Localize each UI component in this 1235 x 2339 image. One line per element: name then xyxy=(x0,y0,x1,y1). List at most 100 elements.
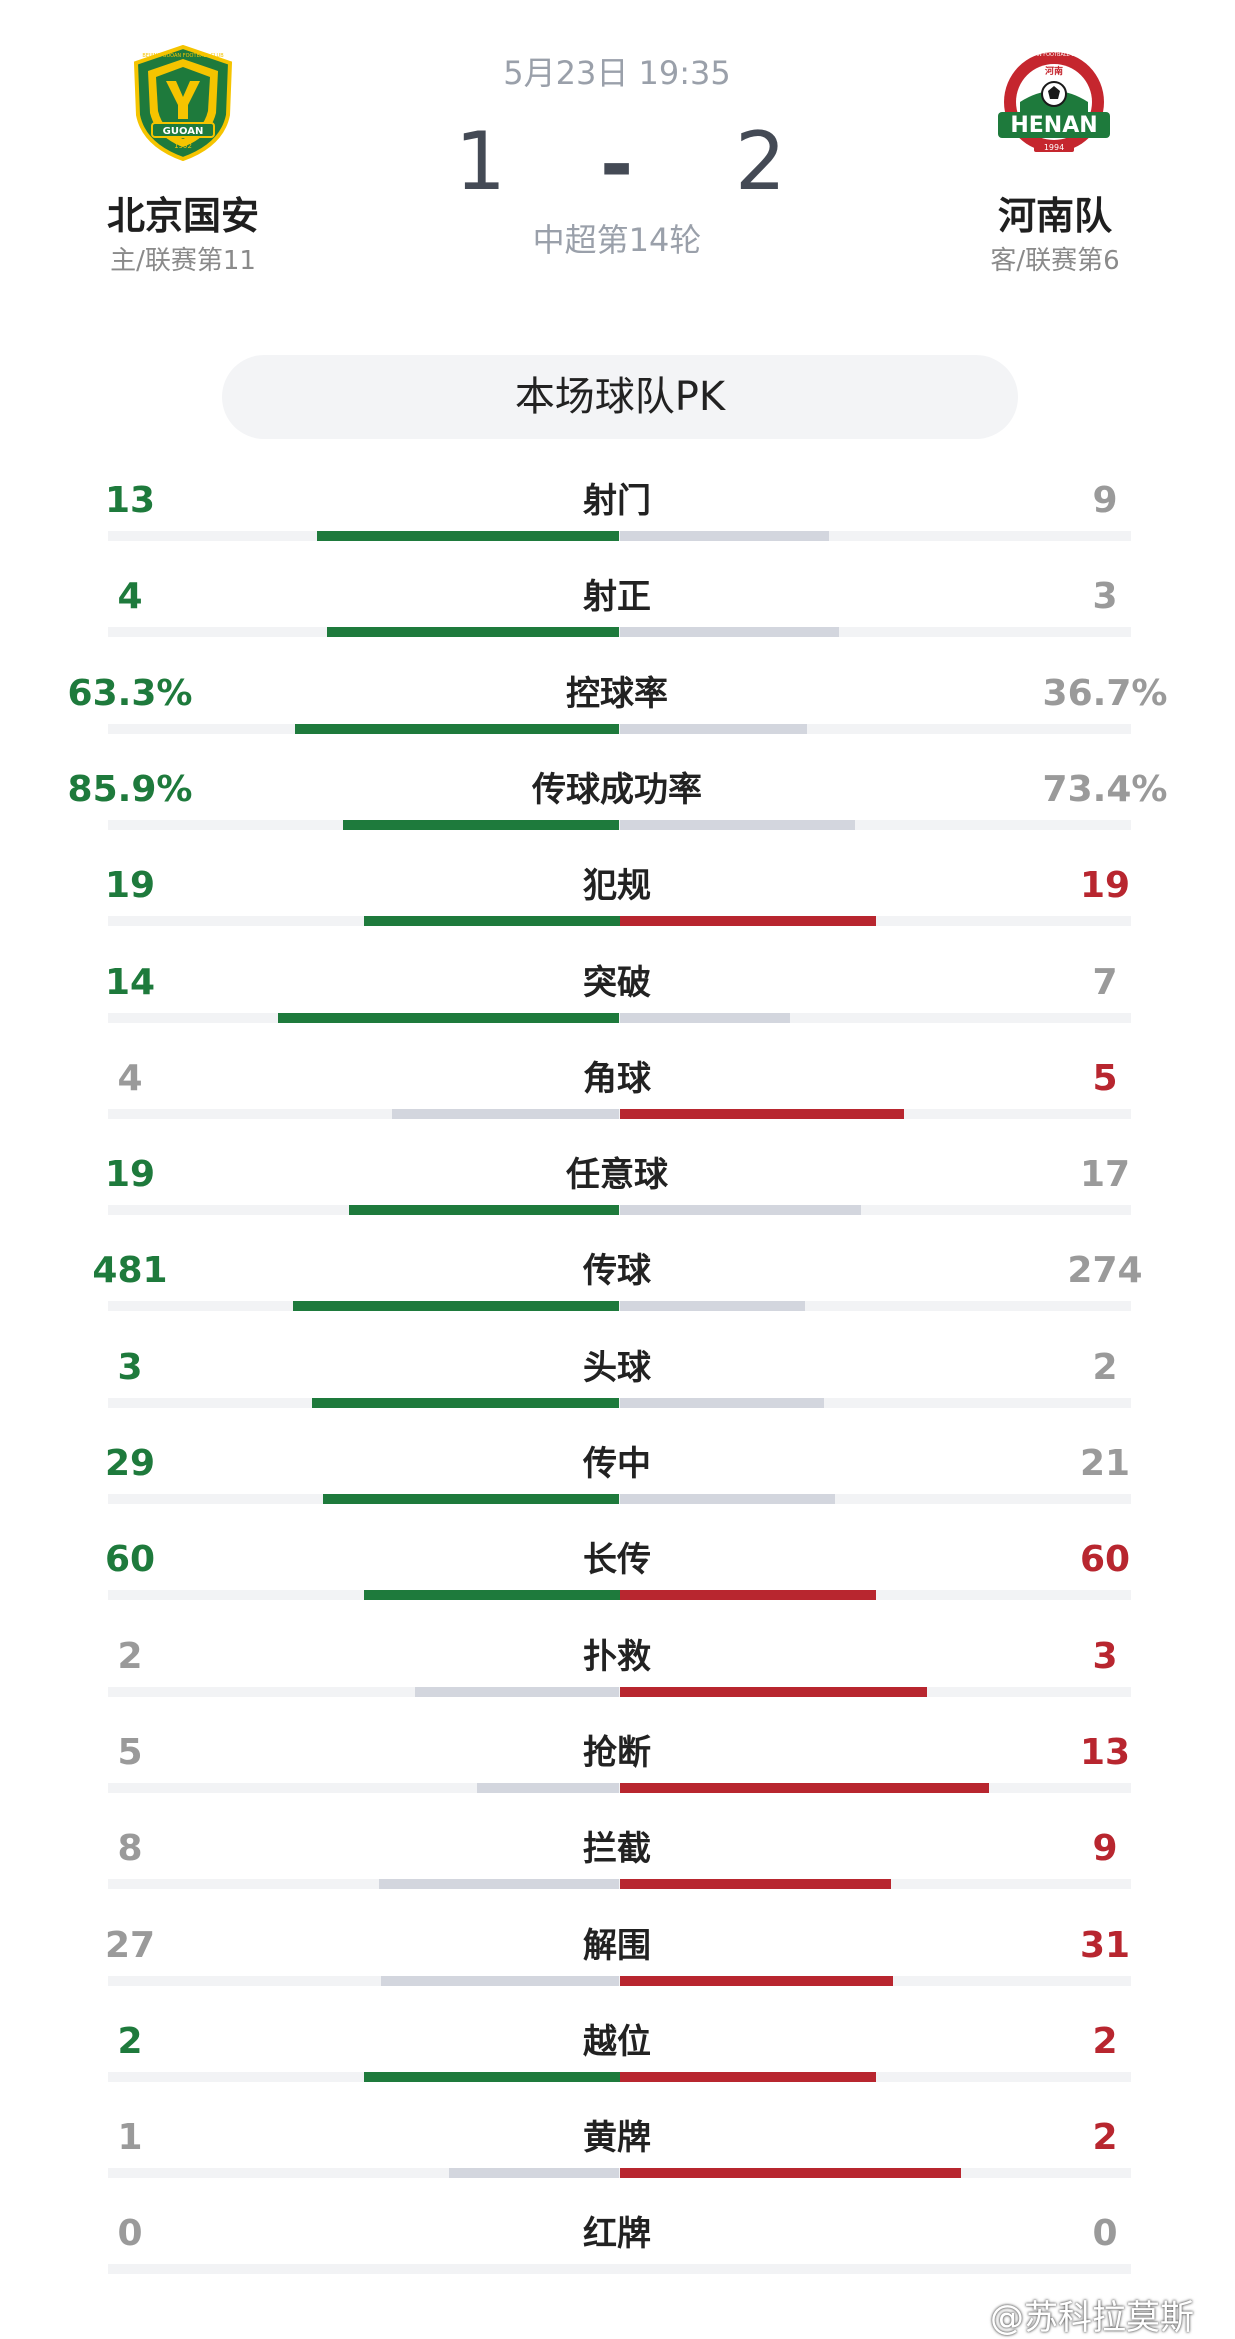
stat-label: 控球率 xyxy=(566,674,668,714)
away-stat-value: 5 xyxy=(1092,1058,1118,1099)
home-stat-value: 2 xyxy=(117,1636,143,1677)
home-stat-value: 3 xyxy=(117,1347,143,1388)
stat-label: 长传 xyxy=(583,1540,651,1580)
match-header: GUOAN 1992 BEIJING GUOAN FOOTBALL CLUB 北… xyxy=(0,0,1235,300)
stat-label: 角球 xyxy=(583,1059,651,1099)
home-stat-bar xyxy=(414,1687,620,1697)
match-round: 中超第14轮 xyxy=(532,221,702,259)
home-stat-value: 19 xyxy=(104,1154,156,1195)
home-stat-value: 85.9% xyxy=(67,769,193,810)
away-stat-bar xyxy=(619,1013,791,1023)
stat-label: 黄牌 xyxy=(583,2118,651,2158)
stat-row: 4 射正 3 xyxy=(0,574,1235,670)
home-stat-value: 19 xyxy=(104,865,156,906)
stat-row: 29 传中 21 xyxy=(0,1441,1235,1537)
away-stat-value: 21 xyxy=(1079,1443,1131,1484)
svg-text:HENAN: HENAN xyxy=(1010,113,1097,138)
home-score: 1 xyxy=(455,115,506,208)
stat-label: 传中 xyxy=(583,1444,651,1484)
stat-row: 13 射门 9 xyxy=(0,478,1235,574)
svg-text:BEIJING GUOAN FOOTBALL CLUB: BEIJING GUOAN FOOTBALL CLUB xyxy=(142,53,224,59)
stat-row: 3 头球 2 xyxy=(0,1345,1235,1441)
watermark: @苏科拉莫斯 xyxy=(990,2298,1194,2338)
stat-label: 红牌 xyxy=(583,2214,651,2254)
stat-label: 射正 xyxy=(583,577,651,617)
away-stat-bar xyxy=(619,1301,806,1311)
away-stat-bar xyxy=(619,820,856,830)
away-stat-bar xyxy=(619,916,876,926)
away-stat-value: 0 xyxy=(1092,2213,1118,2254)
home-stat-value: 63.3% xyxy=(67,673,193,714)
stat-row: 19 犯规 19 xyxy=(0,863,1235,959)
home-stat-bar xyxy=(326,627,620,637)
stat-label: 抢断 xyxy=(583,1733,651,1773)
away-stat-value: 2 xyxy=(1092,2021,1118,2062)
home-stat-value: 29 xyxy=(104,1443,156,1484)
away-stat-bar xyxy=(619,1109,904,1119)
stat-row: 2 越位 2 xyxy=(0,2019,1235,2115)
away-stat-bar xyxy=(619,1783,990,1793)
away-score: 2 xyxy=(735,115,786,208)
team-pk-title: 本场球队PK xyxy=(222,355,1018,439)
away-stat-bar xyxy=(619,531,829,541)
home-stat-bar xyxy=(312,1398,620,1408)
home-team-name[interactable]: 北京国安 xyxy=(106,194,259,238)
home-stat-bar xyxy=(343,820,620,830)
away-stat-value: 73.4% xyxy=(1042,769,1168,810)
away-stat-bar xyxy=(619,1494,835,1504)
stat-label: 突破 xyxy=(583,963,651,1003)
away-stat-value: 13 xyxy=(1079,1732,1131,1773)
svg-text:河南: 河南 xyxy=(1045,65,1063,77)
away-stat-value: 9 xyxy=(1092,480,1118,521)
home-stat-value: 481 xyxy=(92,1250,168,1291)
away-stat-value: 274 xyxy=(1067,1250,1143,1291)
stat-row: 481 传球 274 xyxy=(0,1248,1235,1344)
svg-text:GUOAN: GUOAN xyxy=(163,126,204,137)
away-stat-bar xyxy=(619,1879,891,1889)
svg-text:HENAN FOOTBALL CLUB: HENAN FOOTBALL CLUB xyxy=(1024,52,1085,58)
stat-label: 传球成功率 xyxy=(532,770,702,810)
away-stat-value: 36.7% xyxy=(1042,673,1168,714)
away-stat-value: 9 xyxy=(1092,1828,1118,1869)
stat-label: 射门 xyxy=(583,481,651,521)
home-stat-bar xyxy=(363,2072,620,2082)
stat-label: 越位 xyxy=(583,2022,651,2062)
away-stat-bar xyxy=(619,1205,862,1215)
home-stat-value: 4 xyxy=(117,1058,143,1099)
stat-row: 5 抢断 13 xyxy=(0,1730,1235,1826)
away-stat-value: 3 xyxy=(1092,1636,1118,1677)
home-stat-value: 0 xyxy=(117,2213,143,2254)
away-stat-bar xyxy=(619,1687,927,1697)
stat-row: 0 红牌 0 xyxy=(0,2211,1235,2307)
stat-row: 27 解围 31 xyxy=(0,1923,1235,2019)
home-stat-bar xyxy=(295,724,620,734)
home-stat-bar xyxy=(316,531,620,541)
stat-label: 任意球 xyxy=(566,1155,668,1195)
henan-logo[interactable]: 河南 HENAN FOOTBALL CLUB HENAN 1994 xyxy=(996,50,1112,160)
score-separator: - xyxy=(600,118,634,211)
away-stat-value: 19 xyxy=(1079,865,1131,906)
home-stat-bar xyxy=(391,1109,620,1119)
svg-text:1994: 1994 xyxy=(1044,143,1064,152)
away-stat-bar xyxy=(619,1398,825,1408)
beijing-guoan-logo[interactable]: GUOAN 1992 BEIJING GUOAN FOOTBALL CLUB xyxy=(130,44,236,162)
away-stat-bar xyxy=(619,2168,961,2178)
away-team-name[interactable]: 河南队 xyxy=(997,194,1112,238)
home-stat-value: 60 xyxy=(104,1539,156,1580)
stat-label: 头球 xyxy=(583,1348,651,1388)
away-stat-bar xyxy=(619,627,839,637)
stat-row: 19 任意球 17 xyxy=(0,1152,1235,1248)
home-stat-value: 13 xyxy=(104,480,156,521)
away-stat-value: 7 xyxy=(1092,962,1118,1003)
away-stat-value: 2 xyxy=(1092,2117,1118,2158)
home-stat-bar xyxy=(378,1879,620,1889)
home-stat-bar xyxy=(477,1783,620,1793)
home-stat-value: 14 xyxy=(104,962,156,1003)
away-stat-value: 17 xyxy=(1079,1154,1131,1195)
home-stat-bar xyxy=(363,1590,620,1600)
home-stat-bar xyxy=(278,1013,620,1023)
home-team-rank: 主/联赛第11 xyxy=(110,246,256,276)
stat-label: 解围 xyxy=(583,1926,651,1966)
stat-label: 传球 xyxy=(583,1251,651,1291)
home-stat-bar xyxy=(322,1494,620,1504)
